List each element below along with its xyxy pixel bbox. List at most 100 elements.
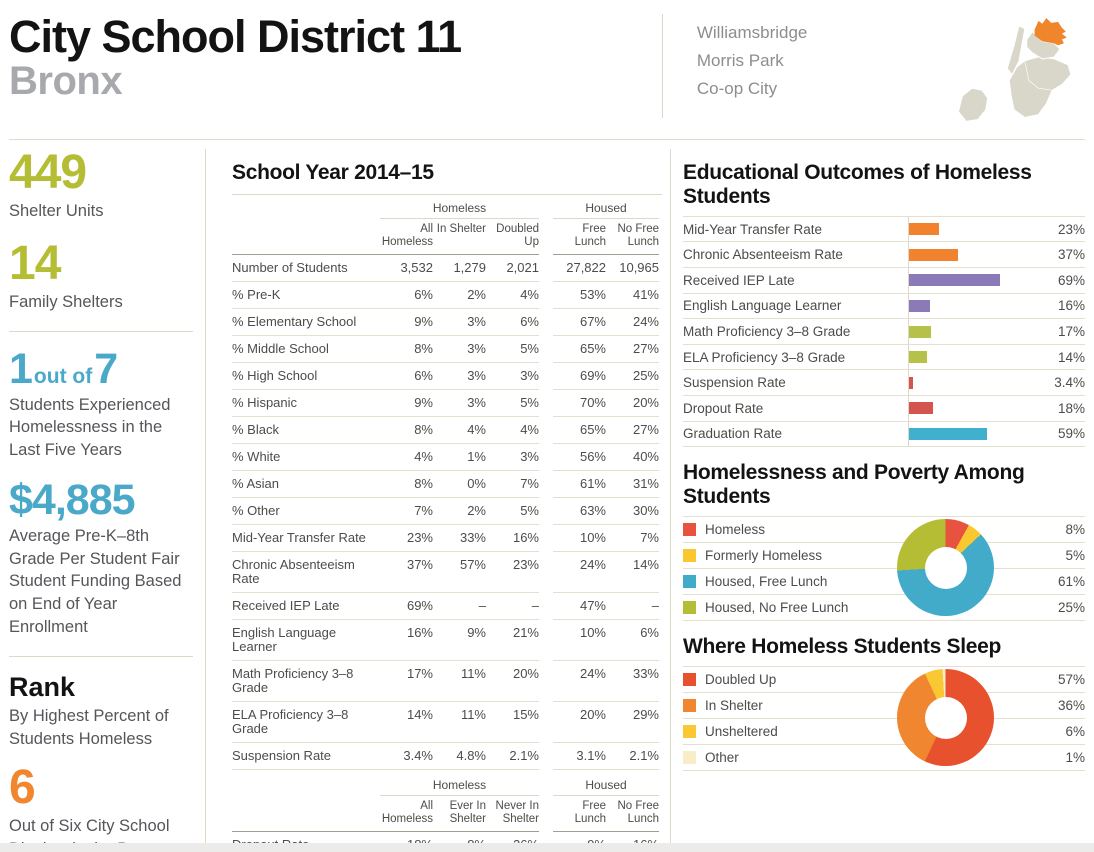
bar bbox=[909, 248, 958, 261]
bar-label: English Language Learner bbox=[683, 298, 842, 314]
legend-value: 6% bbox=[1065, 724, 1085, 740]
row-label: Math Proficiency 3–8 Grade bbox=[232, 661, 380, 702]
donut-hole bbox=[924, 546, 967, 589]
legend-label: Other bbox=[683, 750, 1041, 765]
bar-label: Math Proficiency 3–8 Grade bbox=[683, 324, 851, 340]
cell-shelter: 33% bbox=[433, 525, 486, 552]
cell-free-lunch: 53% bbox=[553, 282, 606, 309]
table-row: % Black 8% 4% 4% 65% 27% bbox=[232, 417, 662, 444]
bar bbox=[909, 274, 1001, 287]
table-row: Mid-Year Transfer Rate 23% 33% 16% 10% 7… bbox=[232, 525, 662, 552]
bar-value: 18% bbox=[1057, 400, 1085, 416]
cell-no-free-lunch: 20% bbox=[606, 390, 659, 417]
bar-value: 14% bbox=[1057, 349, 1085, 365]
cell-no-free-lunch: 41% bbox=[606, 282, 659, 309]
sleep-donut-section: Where Homeless Students Sleep Doubled Up… bbox=[683, 621, 1085, 772]
table-row: % White 4% 1% 3% 56% 40% bbox=[232, 444, 662, 471]
cell-all-homeless: 9% bbox=[380, 390, 433, 417]
legend-swatch bbox=[683, 673, 696, 687]
bar-row: Graduation Rate 59% bbox=[683, 420, 1085, 447]
header: City School District 11 Bronx Williamsbr… bbox=[9, 0, 1085, 140]
cell-doubled: 20% bbox=[486, 661, 539, 702]
cell-all-homeless: 6% bbox=[380, 363, 433, 390]
bar bbox=[909, 427, 987, 440]
cell-no-free-lunch: 29% bbox=[606, 702, 659, 743]
table-row: Suspension Rate 3.4% 4.8% 2.1% 3.1% 2.1% bbox=[232, 743, 662, 770]
row-label: % White bbox=[232, 444, 380, 471]
stat-family-shelters: 14 Family Shelters bbox=[9, 239, 193, 314]
cell-doubled: 3% bbox=[486, 444, 539, 471]
legend-swatch bbox=[683, 523, 696, 537]
bar-track bbox=[908, 396, 1041, 421]
cell-doubled: 5% bbox=[486, 390, 539, 417]
cell-no-free-lunch: 40% bbox=[606, 444, 659, 471]
bar-chart-section: Educational Outcomes of Homeless Student… bbox=[683, 149, 1085, 448]
cell-all-homeless: 8% bbox=[380, 417, 433, 444]
row-label: Received IEP Late bbox=[232, 593, 380, 620]
bar-row: Received IEP Late 69% bbox=[683, 267, 1085, 293]
stat-label: Average Pre-K–8th Grade Per Student Fair… bbox=[9, 526, 182, 636]
legend-swatch bbox=[683, 575, 696, 589]
bar-label: Suspension Rate bbox=[683, 375, 786, 391]
cell-shelter: 1,279 bbox=[433, 255, 486, 282]
rank-title: Rank bbox=[9, 671, 76, 702]
ratio-value: 1out of7 bbox=[9, 344, 193, 393]
cell-free-lunch: 20% bbox=[553, 702, 606, 743]
cell-shelter: 4% bbox=[433, 417, 486, 444]
cell-all-homeless: 3.4% bbox=[380, 743, 433, 770]
stat-value: $4,885 bbox=[9, 475, 136, 524]
stat-funding: $4,885 Average Pre-K–8th Grade Per Stude… bbox=[9, 475, 193, 639]
bar bbox=[909, 299, 931, 312]
cell-all-homeless: 23% bbox=[380, 525, 433, 552]
bar bbox=[909, 376, 914, 389]
cell-shelter: – bbox=[433, 593, 486, 620]
cell-no-free-lunch: 6% bbox=[606, 620, 659, 661]
cell-no-free-lunch: 25% bbox=[606, 363, 659, 390]
ratio-numerator: 1 bbox=[9, 344, 33, 393]
housed-group-header: Housed Free Lunch No Free Lunch bbox=[553, 201, 659, 255]
row-label: % Middle School bbox=[232, 336, 380, 363]
legend-item: Unsheltered 6% bbox=[683, 718, 1085, 744]
bottom-bar bbox=[0, 843, 1094, 852]
neighborhood-item: Co-op City bbox=[696, 79, 778, 98]
rank-subtitle: By Highest Percent of Students Homeless bbox=[9, 707, 169, 749]
nyc-district-map bbox=[951, 16, 1085, 138]
cell-free-lunch: 24% bbox=[553, 661, 606, 702]
bar-track bbox=[908, 421, 1041, 447]
legend-swatch bbox=[683, 549, 696, 563]
legend-swatch bbox=[683, 725, 696, 739]
cell-doubled: 3% bbox=[486, 363, 539, 390]
row-label: Chronic Absenteeism Rate bbox=[232, 552, 380, 593]
neighborhood-item: Morris Park bbox=[696, 51, 784, 70]
table-row: % Asian 8% 0% 7% 61% 31% bbox=[232, 471, 662, 498]
stat-homeless-ratio: 1out of7 Students Experienced Homelessne… bbox=[9, 344, 193, 462]
legend-label: Formerly Homeless bbox=[683, 548, 1041, 563]
legend-item: Other 1% bbox=[683, 744, 1085, 770]
cell-doubled: 2,021 bbox=[486, 255, 539, 282]
charts-column: Educational Outcomes of Homeless Student… bbox=[670, 149, 1085, 852]
row-label: Number of Students bbox=[232, 255, 380, 282]
bar-label: Dropout Rate bbox=[683, 400, 764, 416]
cell-no-free-lunch: 33% bbox=[606, 661, 659, 702]
cell-free-lunch: 10% bbox=[553, 620, 606, 661]
housed-group-header: Housed Free Lunch No Free Lunch bbox=[553, 778, 659, 832]
sleep-donut-chart: Doubled Up 57% In Shelter 36% Unsheltere… bbox=[683, 666, 1085, 772]
cell-no-free-lunch: 27% bbox=[606, 336, 659, 363]
bar-row: Mid-Year Transfer Rate 23% bbox=[683, 215, 1085, 242]
bar-row: Math Proficiency 3–8 Grade 17% bbox=[683, 318, 1085, 344]
cell-shelter: 3% bbox=[433, 390, 486, 417]
donut-chart bbox=[897, 519, 994, 617]
poverty-donut-section: Homelessness and Poverty Among Students … bbox=[683, 447, 1085, 622]
bar-label: Received IEP Late bbox=[683, 272, 795, 288]
page-title: City School District 11 bbox=[9, 11, 462, 62]
bar-label: Graduation Rate bbox=[683, 426, 783, 442]
cell-all-homeless: 14% bbox=[380, 702, 433, 743]
legend-value: 8% bbox=[1065, 522, 1085, 538]
legend-label: Housed, Free Lunch bbox=[683, 574, 1041, 589]
row-label: % Asian bbox=[232, 471, 380, 498]
legend-value: 61% bbox=[1057, 574, 1085, 590]
header-titles: City School District 11 Bronx bbox=[9, 14, 662, 139]
bar-row: ELA Proficiency 3–8 Grade 14% bbox=[683, 343, 1085, 370]
bar-row: English Language Learner 16% bbox=[683, 292, 1085, 319]
bar-track bbox=[908, 216, 1041, 242]
